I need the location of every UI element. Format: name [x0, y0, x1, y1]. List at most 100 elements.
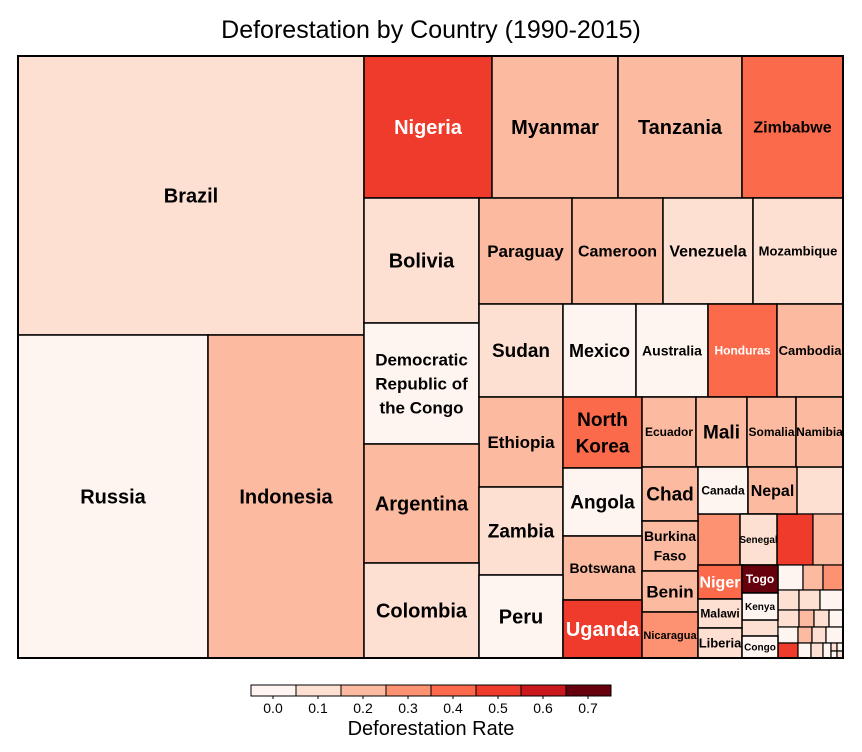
treemap-cell-minor-11: [777, 609, 800, 628]
treemap-cell-bolivia: [363, 197, 480, 324]
treemap-label-bolivia: Bolivia: [389, 251, 455, 273]
treemap-cell-minor-3: [812, 513, 844, 566]
treemap-label-cameroon: Cameroon: [578, 244, 657, 261]
treemap-label-cambodia: Cambodia: [779, 343, 843, 358]
treemap-label-namibia: Namibia: [796, 425, 843, 439]
treemap-label-australia: Australia: [642, 342, 702, 358]
treemap-cell-minor-16: [797, 626, 813, 644]
treemap-cell-mali: [695, 396, 748, 468]
treemap-cell-myanmar: [491, 55, 619, 199]
treemap-cell-uganda: [562, 599, 643, 659]
treemap-cell-nepal: [747, 466, 798, 515]
treemap-cell-brazil: [17, 55, 365, 336]
treemap-cell-minor-15: [777, 626, 799, 644]
treemap-cell-minor-9: [819, 589, 844, 611]
treemap-cell-minor-19: [777, 642, 799, 659]
treemap-cell-sudan: [478, 303, 564, 398]
legend-swatch-5: [475, 684, 522, 697]
legend-swatch-6: [520, 684, 567, 697]
treemap-cell-liberia: [697, 627, 743, 659]
treemap-cell-minor-18: [825, 626, 844, 644]
treemap-cell-indonesia: [207, 334, 365, 659]
treemap-label-angola: Angola: [570, 493, 635, 514]
treemap-cell-canada: [697, 466, 749, 515]
legend-tick-label-7: 0.7: [578, 700, 598, 716]
treemap-cell-north-korea: [562, 396, 643, 469]
legend-tick-label-3: 0.3: [398, 700, 418, 716]
legend-title: Deforestation Rate: [347, 718, 515, 740]
treemap-cells: [17, 55, 844, 659]
treemap-cell-minor-8: [798, 589, 821, 611]
treemap-cell-togo: [741, 564, 779, 594]
treemap-cell-minor-10: [741, 619, 779, 637]
treemap-label-chad: Chad: [646, 485, 694, 506]
legend-swatch-1: [295, 684, 342, 697]
treemap-cell-minor-14: [828, 609, 844, 628]
treemap-cell-burkina-faso: [641, 520, 699, 572]
treemap-cell-cambodia: [776, 303, 844, 398]
treemap-cell-minor-4: [777, 564, 804, 591]
legend-tick-label-5: 0.5: [488, 700, 508, 716]
treemap-label-russia: Russia: [80, 487, 146, 509]
treemap-label-colombia: Colombia: [376, 601, 468, 623]
treemap-cell-honduras: [707, 303, 778, 398]
treemap-cell-minor-0: [795, 466, 844, 515]
treemap-label-paraguay: Paraguay: [487, 242, 564, 261]
treemap-label-ethiopia: Ethiopia: [487, 433, 555, 452]
treemap-cell-mexico: [562, 303, 637, 398]
treemap-labels: Brazil Russia Indonesia Nigeria Myanmar Tanza…: [17, 55, 844, 659]
treemap-cell-democratic-republic-of-the-congo: [363, 322, 480, 445]
treemap-cell-minor-25: [830, 650, 838, 659]
treemap-cell-somalia: [746, 396, 797, 468]
treemap-cell-minor-6: [822, 564, 844, 591]
treemap-label-uganda: Uganda: [566, 619, 640, 641]
treemap-label-zimbabwe: Zimbabwe: [753, 120, 831, 137]
legend-swatch-0: [250, 684, 297, 697]
treemap-label-north-korea: North Korea: [576, 410, 630, 458]
treemap-label-senegal: Senegal: [739, 535, 778, 546]
treemap-label-venezuela: Venezuela: [669, 244, 746, 261]
treemap-cell-minor-21: [810, 642, 824, 659]
treemap-label-niger: Niger: [700, 575, 741, 592]
chart-title: Deforestation by Country (1990-2015): [221, 16, 641, 44]
treemap-label-argentina: Argentina: [375, 494, 469, 516]
treemap-cell-minor-2: [776, 513, 814, 566]
treemap-cell-cameroon: [571, 197, 664, 305]
color-legend: 0.0 0.1 0.2 0.3 0.4 0.5 0.6 0.7: [250, 684, 612, 716]
legend-tick-label-0: 0.0: [263, 700, 283, 716]
treemap-label-malawi: Malawi: [700, 607, 739, 621]
treemap-label-nepal: Nepal: [751, 483, 795, 500]
treemap-label-somalia: Somalia: [748, 425, 794, 439]
treemap-label-kenya: Kenya: [745, 602, 775, 613]
treemap-label-brazil: Brazil: [164, 186, 218, 208]
treemap-cell-peru: [478, 574, 564, 659]
treemap-label-myanmar: Myanmar: [511, 117, 599, 139]
legend-tick-label-6: 0.6: [533, 700, 553, 716]
treemap-label-burkina-faso: Burkina Faso: [644, 528, 696, 564]
treemap-label-congo: Congo: [744, 643, 776, 654]
legend-swatch-3: [385, 684, 432, 697]
treemap-cell-mozambique: [752, 197, 844, 305]
treemap-label-liberia: Liberia: [699, 636, 742, 651]
legend-swatch-7: [565, 684, 612, 697]
treemap-label-democratic-republic-of-the-congo: Democratic Republic of the Congo: [375, 351, 468, 418]
treemap-cell-ethiopia: [478, 396, 564, 488]
treemap-cell-paraguay: [478, 197, 573, 305]
treemap-cell-senegal: [739, 513, 778, 566]
treemap-cell-minor-22: [822, 642, 832, 659]
treemap-border: [17, 55, 844, 659]
treemap-label-zambia: Zambia: [488, 522, 555, 543]
treemap-label-indonesia: Indonesia: [239, 487, 333, 509]
treemap-cell-minor-23: [830, 642, 838, 652]
treemap-cell-russia: [17, 334, 209, 659]
treemap-label-benin: Benin: [646, 582, 693, 601]
treemap-cell-argentina: [363, 443, 480, 564]
treemap-cell-angola: [562, 467, 643, 537]
legend-swatch-2: [340, 684, 387, 697]
treemap-cell-minor-7: [777, 589, 800, 611]
treemap-cell-minor-5: [802, 564, 824, 591]
treemap-label-ecuador: Ecuador: [645, 425, 693, 439]
legend-tick-label-1: 0.1: [308, 700, 328, 716]
treemap-label-mali: Mali: [703, 423, 740, 444]
